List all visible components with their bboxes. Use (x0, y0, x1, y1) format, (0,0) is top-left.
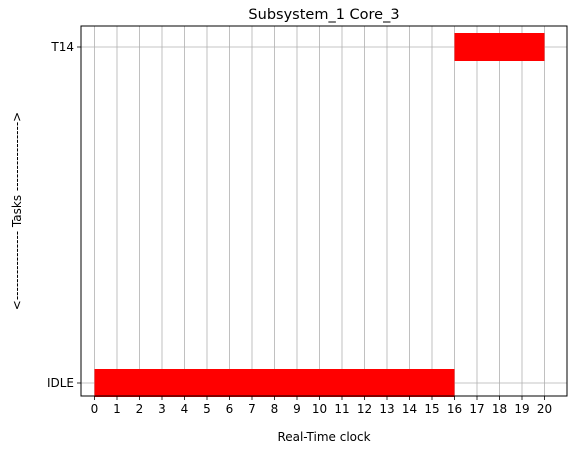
x-tick-label: 3 (158, 402, 166, 416)
x-tick-label: 19 (514, 402, 529, 416)
plot-frame (80, 25, 568, 397)
x-tick-label: 12 (357, 402, 372, 416)
x-axis-label: Real-Time clock (277, 430, 370, 444)
x-tick-label: 13 (379, 402, 394, 416)
task-bar-t14 (454, 33, 545, 61)
x-axis-ticks: 0 1 2 3 4 5 6 7 8 9 10 11 12 13 14 15 16 17 18 19 20 (91, 396, 552, 416)
y-axis-label: <---------------- Tasks ----------------… (10, 112, 24, 310)
x-tick-label: 5 (203, 402, 211, 416)
x-tick-label: 20 (537, 402, 552, 416)
x-tick-label: 17 (469, 402, 484, 416)
x-tick-label: 9 (293, 402, 301, 416)
x-tick-label: 1 (113, 402, 121, 416)
x-tick-label: 14 (402, 402, 417, 416)
grid-lines (81, 26, 567, 396)
x-tick-label: 6 (226, 402, 234, 416)
task-bar-idle (94, 369, 455, 397)
x-tick-label: 7 (248, 402, 256, 416)
x-tick-label: 8 (271, 402, 279, 416)
x-tick-label: 16 (447, 402, 462, 416)
task-bars (94, 33, 545, 397)
x-tick-label: 0 (91, 402, 99, 416)
x-tick-label: 4 (181, 402, 189, 416)
chart-title: Subsystem_1 Core_3 (248, 7, 399, 23)
y-tick-label: IDLE (47, 376, 74, 390)
x-tick-label: 11 (334, 402, 349, 416)
x-tick-label: 15 (424, 402, 439, 416)
x-tick-label: 18 (492, 402, 507, 416)
y-tick-label: T14 (50, 40, 74, 54)
x-tick-label: 10 (312, 402, 327, 416)
x-tick-label: 2 (136, 402, 144, 416)
y-axis-ticks: IDLE T14 (47, 40, 81, 390)
